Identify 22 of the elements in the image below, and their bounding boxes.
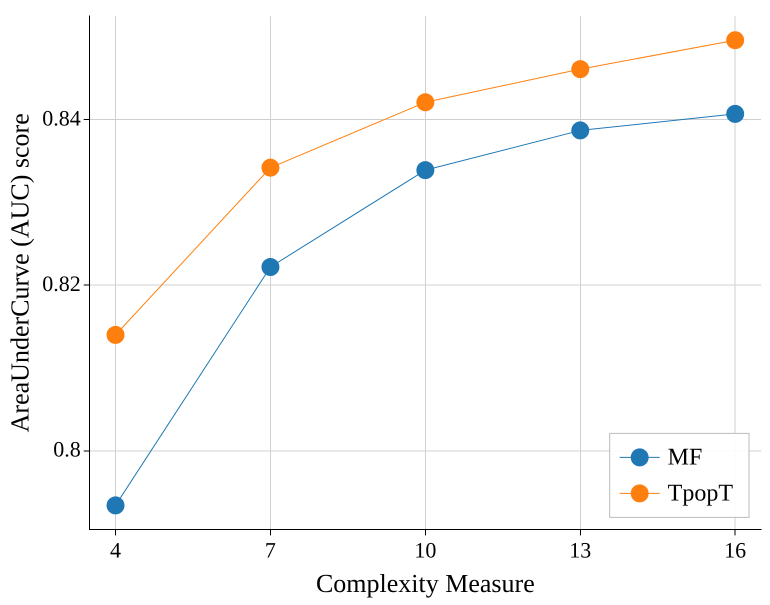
point	[261, 258, 280, 276]
point	[571, 121, 590, 140]
y-tick-label: 0.82	[42, 270, 81, 296]
y-tick-label: 0.84	[42, 105, 81, 130]
point	[261, 158, 280, 177]
x-axis-title: Complexity Measure	[316, 569, 535, 598]
point	[726, 104, 744, 123]
point	[416, 161, 434, 180]
legend-label: MF	[668, 444, 702, 471]
point	[106, 326, 125, 344]
point	[571, 60, 590, 78]
y-tick-label: 0.8	[53, 436, 81, 462]
x-tick-label: 16	[724, 537, 746, 562]
x-tick-label: 13	[569, 537, 592, 562]
point	[726, 31, 744, 50]
legend-label: TpopT	[668, 480, 734, 507]
point	[416, 93, 434, 112]
y-axis-title: AreaUnderCurve (AUC) score	[5, 113, 34, 432]
x-tick-label: 10	[414, 537, 436, 562]
x-tick-label: 7	[264, 537, 276, 562]
x-tick-label: 4	[110, 537, 122, 562]
point	[106, 496, 125, 514]
